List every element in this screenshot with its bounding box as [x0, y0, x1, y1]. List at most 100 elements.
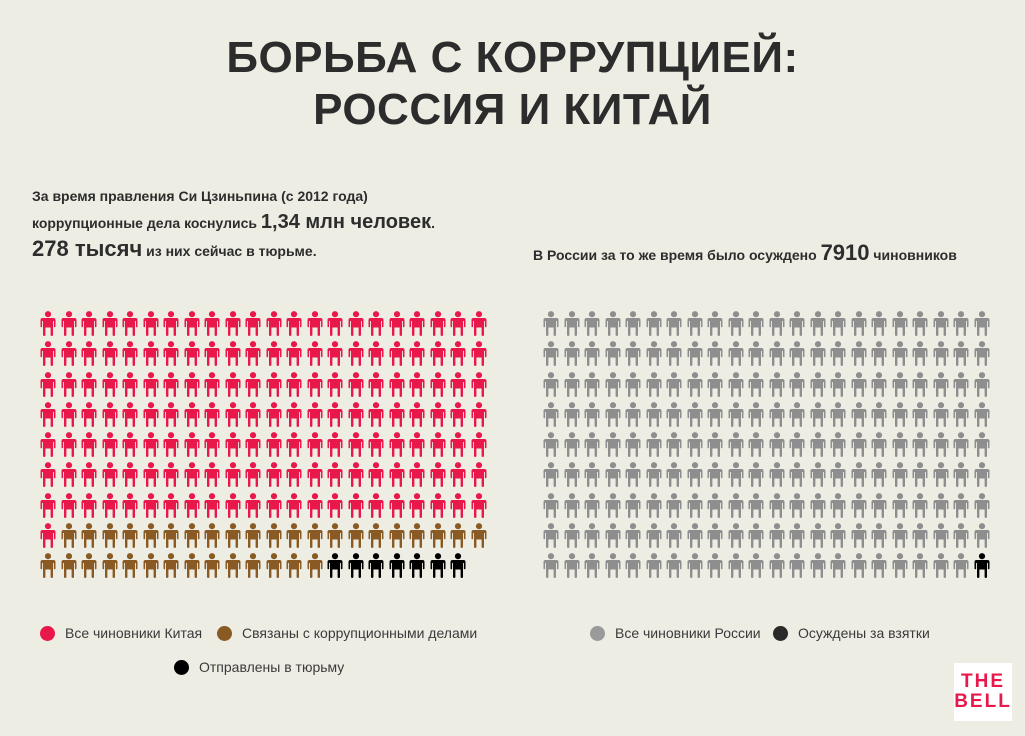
russia-official-icon — [687, 553, 702, 579]
russia-official-icon — [605, 432, 620, 458]
russia-official-icon — [953, 432, 969, 458]
russia-official-icon — [564, 553, 579, 579]
russia-official-icon — [728, 341, 743, 367]
china-corruption-case-icon — [450, 523, 466, 549]
russia-official-icon — [830, 553, 846, 579]
legend-russia-convicted: Осуждены за взятки — [773, 625, 930, 641]
russia-official-icon — [646, 462, 661, 488]
china-official-icon — [307, 401, 322, 427]
china-text-line-2-prefix: коррупционные дела коснулись — [32, 215, 258, 231]
russia-official-icon — [625, 492, 641, 518]
china-text-line-2: коррупционные дела коснулись 1,34 млн че… — [32, 209, 435, 236]
china-official-icon — [368, 371, 384, 397]
china-official-icon — [471, 492, 486, 518]
china-imprisoned-icon — [368, 553, 384, 579]
china-corruption-case-icon — [245, 553, 261, 579]
china-official-icon — [204, 311, 220, 336]
china-official-icon — [389, 311, 404, 336]
russia-official-icon — [728, 371, 743, 397]
legend-russia-convicted-label: Осуждены за взятки — [798, 625, 930, 641]
russia-official-icon — [810, 371, 825, 397]
china-official-icon — [348, 492, 363, 518]
russia-official-icon — [605, 462, 620, 488]
china-official-icon — [81, 462, 97, 488]
legend-russia-all-label: Все чиновники России — [615, 625, 761, 641]
china-official-icon — [348, 311, 363, 336]
china-official-icon — [327, 492, 343, 518]
china-official-icon — [163, 311, 179, 336]
china-official-icon — [122, 401, 138, 427]
russia-official-icon — [830, 523, 846, 549]
russia-official-icon — [871, 553, 887, 579]
russia-official-icon — [830, 311, 846, 336]
russia-official-icon — [564, 432, 579, 458]
china-official-icon — [348, 432, 363, 458]
russia-official-icon — [892, 432, 907, 458]
legend-china-prison-label: Отправлены в тюрьму — [199, 659, 345, 675]
china-corruption-case-icon — [266, 523, 281, 549]
china-official-icon — [348, 371, 363, 397]
china-official-icon — [266, 492, 281, 518]
russia-official-icon — [728, 523, 743, 549]
russia-official-icon — [564, 523, 579, 549]
china-official-icon — [450, 311, 466, 336]
china-official-icon — [143, 401, 158, 427]
russia-official-icon — [605, 371, 620, 397]
china-official-icon — [286, 492, 302, 518]
china-official-icon — [245, 311, 261, 336]
russia-official-icon — [687, 462, 702, 488]
russia-official-icon — [851, 523, 866, 549]
china-official-icon — [143, 371, 158, 397]
russia-official-icon — [584, 492, 600, 518]
legend-china-corruption: Связаны с коррупционными делами — [217, 625, 477, 641]
russia-description: В России за то же время было осуждено 79… — [533, 240, 957, 266]
china-text-line-3-suffix: из них сейчас в тюрьме. — [146, 243, 317, 259]
brown-dot-icon — [217, 625, 232, 641]
russia-official-icon — [912, 401, 928, 427]
russia-official-icon — [728, 553, 743, 579]
russia-official-icon — [789, 401, 805, 427]
russia-convicted-icon — [974, 553, 989, 579]
russia-official-icon — [953, 523, 969, 549]
china-official-icon — [143, 341, 158, 367]
russia-official-icon — [974, 401, 989, 427]
russia-official-icon — [543, 553, 559, 579]
russia-official-icon — [687, 401, 702, 427]
grey-dot-icon — [590, 625, 605, 641]
russia-official-icon — [666, 341, 682, 367]
russia-official-icon — [605, 401, 620, 427]
china-official-icon — [184, 462, 199, 488]
russia-official-icon — [584, 523, 600, 549]
logo-line-1: THE — [961, 671, 1005, 692]
russia-official-icon — [974, 341, 989, 367]
china-official-icon — [122, 311, 138, 336]
china-official-icon — [266, 371, 281, 397]
russia-official-icon — [830, 371, 846, 397]
russia-official-icon — [605, 492, 620, 518]
russia-official-icon — [687, 341, 702, 367]
china-official-icon — [40, 523, 56, 549]
china-corruption-case-icon — [61, 523, 76, 549]
china-official-icon — [225, 492, 240, 518]
russia-official-icon — [912, 553, 928, 579]
russia-official-icon — [789, 492, 805, 518]
russia-official-icon — [564, 462, 579, 488]
russia-official-icon — [625, 553, 641, 579]
russia-official-icon — [789, 432, 805, 458]
russia-pictogram-grid — [542, 311, 993, 584]
russia-official-icon — [769, 401, 784, 427]
china-official-icon — [81, 341, 97, 367]
china-official-icon — [61, 401, 76, 427]
china-official-icon — [245, 462, 261, 488]
china-corruption-case-icon — [389, 523, 404, 549]
russia-official-icon — [871, 311, 887, 336]
china-official-icon — [348, 341, 363, 367]
russia-official-icon — [564, 492, 579, 518]
legend-china-prison: Отправлены в тюрьму — [174, 659, 344, 675]
russia-official-icon — [769, 341, 784, 367]
china-imprisoned-icon — [409, 553, 425, 579]
russia-official-icon — [933, 401, 948, 427]
title-line-1: БОРЬБА С КОРРУПЦИЕЙ: — [226, 33, 799, 82]
russia-official-icon — [543, 523, 559, 549]
china-corruption-case-icon — [225, 523, 240, 549]
